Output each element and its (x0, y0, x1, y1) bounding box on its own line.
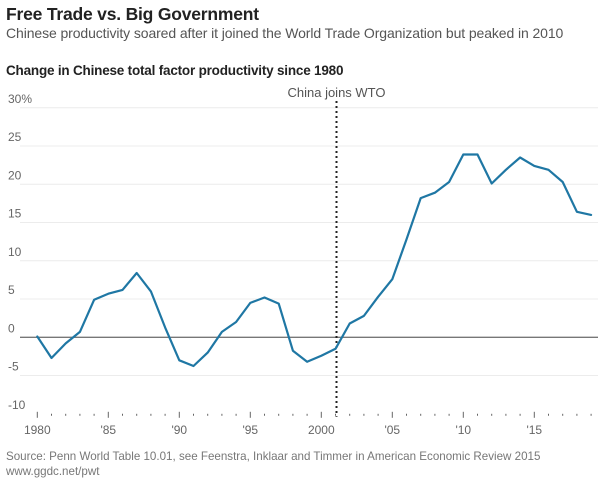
x-axis: 1980 '85 '90 '95 2000 '05 '10 '15 (24, 411, 592, 437)
gridlines (20, 107, 598, 377)
y-tick-label: 30% (8, 92, 32, 106)
y-tick-label: 5 (8, 283, 15, 297)
series-group (36, 153, 593, 368)
x-tick-label: 1980 (24, 423, 51, 437)
x-tick-label: '95 (242, 423, 258, 437)
chart-main-title: Free Trade vs. Big Government (6, 4, 259, 24)
wto-annotation-label: China joins WTO (287, 85, 385, 100)
wto-annotation: China joins WTO (287, 85, 386, 417)
y-tick-label: -10 (8, 398, 26, 412)
source-line-2: www.ggdc.net/pwt (6, 465, 100, 478)
y-tick-label: -5 (8, 360, 19, 374)
series-line (36, 153, 593, 368)
y-tick-label: 15 (8, 207, 22, 221)
y-tick-label: 0 (8, 321, 15, 335)
chart-title: Change in Chinese total factor productiv… (6, 63, 344, 78)
x-tick-label: '90 (171, 423, 187, 437)
y-tick-label: 20 (8, 168, 22, 182)
chart-subtitle: Chinese productivity soared after it joi… (6, 25, 564, 41)
y-tick-label: 25 (8, 130, 22, 144)
source-note: Source: Penn World Table 10.01, see Feen… (6, 449, 540, 479)
y-axis-labels: 30% 25 20 15 10 5 0 -5 -10 (8, 92, 32, 412)
y-tick-label: 10 (8, 245, 22, 259)
x-tick-label: 2000 (308, 423, 335, 437)
source-line-1: Source: Penn World Table 10.01, see Feen… (6, 450, 541, 463)
x-tick-label: '85 (100, 423, 116, 437)
x-tick-label: '10 (455, 423, 471, 437)
x-tick-label: '05 (384, 423, 400, 437)
x-tick-label: '15 (526, 423, 542, 437)
